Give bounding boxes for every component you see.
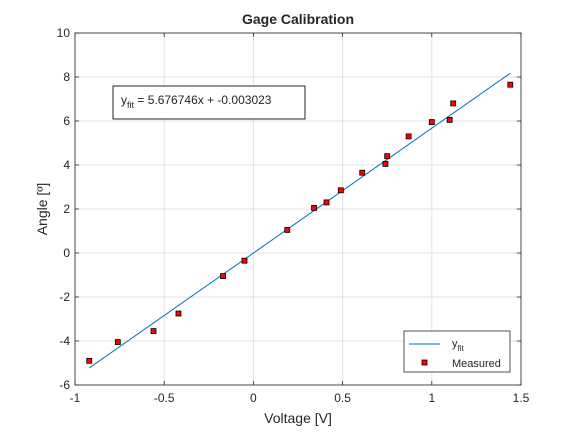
y-tick-label: 10 bbox=[57, 26, 71, 40]
measured-point bbox=[323, 199, 330, 206]
measured-point bbox=[175, 310, 182, 317]
annotation-text: yfit = 5.676746x + -0.003023 bbox=[121, 93, 272, 110]
measured-point bbox=[241, 257, 248, 264]
measured-point bbox=[114, 339, 121, 346]
legend-label-measured: Measured bbox=[452, 358, 501, 370]
x-tick-label: 0 bbox=[250, 391, 257, 405]
y-axis-label: Angle [º] bbox=[34, 183, 50, 236]
legend-label-fit: yfit bbox=[452, 338, 465, 353]
legend-fit-subscript: fit bbox=[458, 344, 465, 353]
axis-ticks: -1 -0.5 0 0.5 1 1.5 -6 -4 -2 0 2 4 6 8 10 bbox=[57, 26, 530, 405]
measured-point bbox=[359, 169, 366, 176]
y-tick-label: 0 bbox=[63, 246, 70, 260]
x-axis-label: Voltage [V] bbox=[264, 410, 332, 426]
annotation-subscript: fit bbox=[127, 100, 135, 110]
x-tick-label: -1 bbox=[70, 391, 81, 405]
chart-title: Gage Calibration bbox=[242, 11, 354, 27]
measured-point bbox=[284, 226, 291, 233]
y-tick-label: -6 bbox=[59, 378, 70, 392]
measured-point bbox=[405, 133, 412, 140]
annotation-prefix: y bbox=[121, 93, 127, 107]
annotation-box bbox=[112, 85, 306, 120]
measured-point bbox=[450, 100, 457, 107]
legend: yfit Measured bbox=[403, 330, 511, 373]
y-tick-label: -2 bbox=[59, 290, 70, 304]
fit-line bbox=[88, 72, 511, 369]
y-tick-label: 4 bbox=[63, 158, 70, 172]
annotation-equation: = 5.676746x + -0.003023 bbox=[134, 93, 272, 107]
fit-equation-annotation: yfit = 5.676746x + -0.003023 bbox=[112, 85, 306, 120]
measured-point bbox=[384, 153, 391, 160]
legend-measured-marker-swatch bbox=[421, 359, 428, 366]
x-tick-label: -0.5 bbox=[154, 391, 175, 405]
x-tick-label: 0.5 bbox=[334, 391, 351, 405]
y-tick-label: 8 bbox=[63, 70, 70, 84]
measured-point bbox=[382, 160, 389, 167]
x-tick-label: 1 bbox=[428, 391, 435, 405]
measured-point bbox=[507, 81, 514, 88]
y-tick-label: 6 bbox=[63, 114, 70, 128]
measured-point bbox=[86, 357, 93, 364]
measured-point bbox=[311, 204, 317, 211]
measured-point bbox=[428, 119, 435, 125]
plot-series bbox=[86, 72, 514, 369]
measured-point bbox=[446, 117, 453, 123]
measured-point bbox=[337, 187, 344, 194]
legend-fit-name: y bbox=[452, 338, 458, 350]
y-tick-label: 2 bbox=[63, 202, 70, 216]
y-tick-label: -4 bbox=[59, 334, 70, 348]
x-tick-label: 1.5 bbox=[513, 391, 530, 405]
measured-point bbox=[150, 328, 157, 335]
measured-point bbox=[220, 273, 226, 280]
